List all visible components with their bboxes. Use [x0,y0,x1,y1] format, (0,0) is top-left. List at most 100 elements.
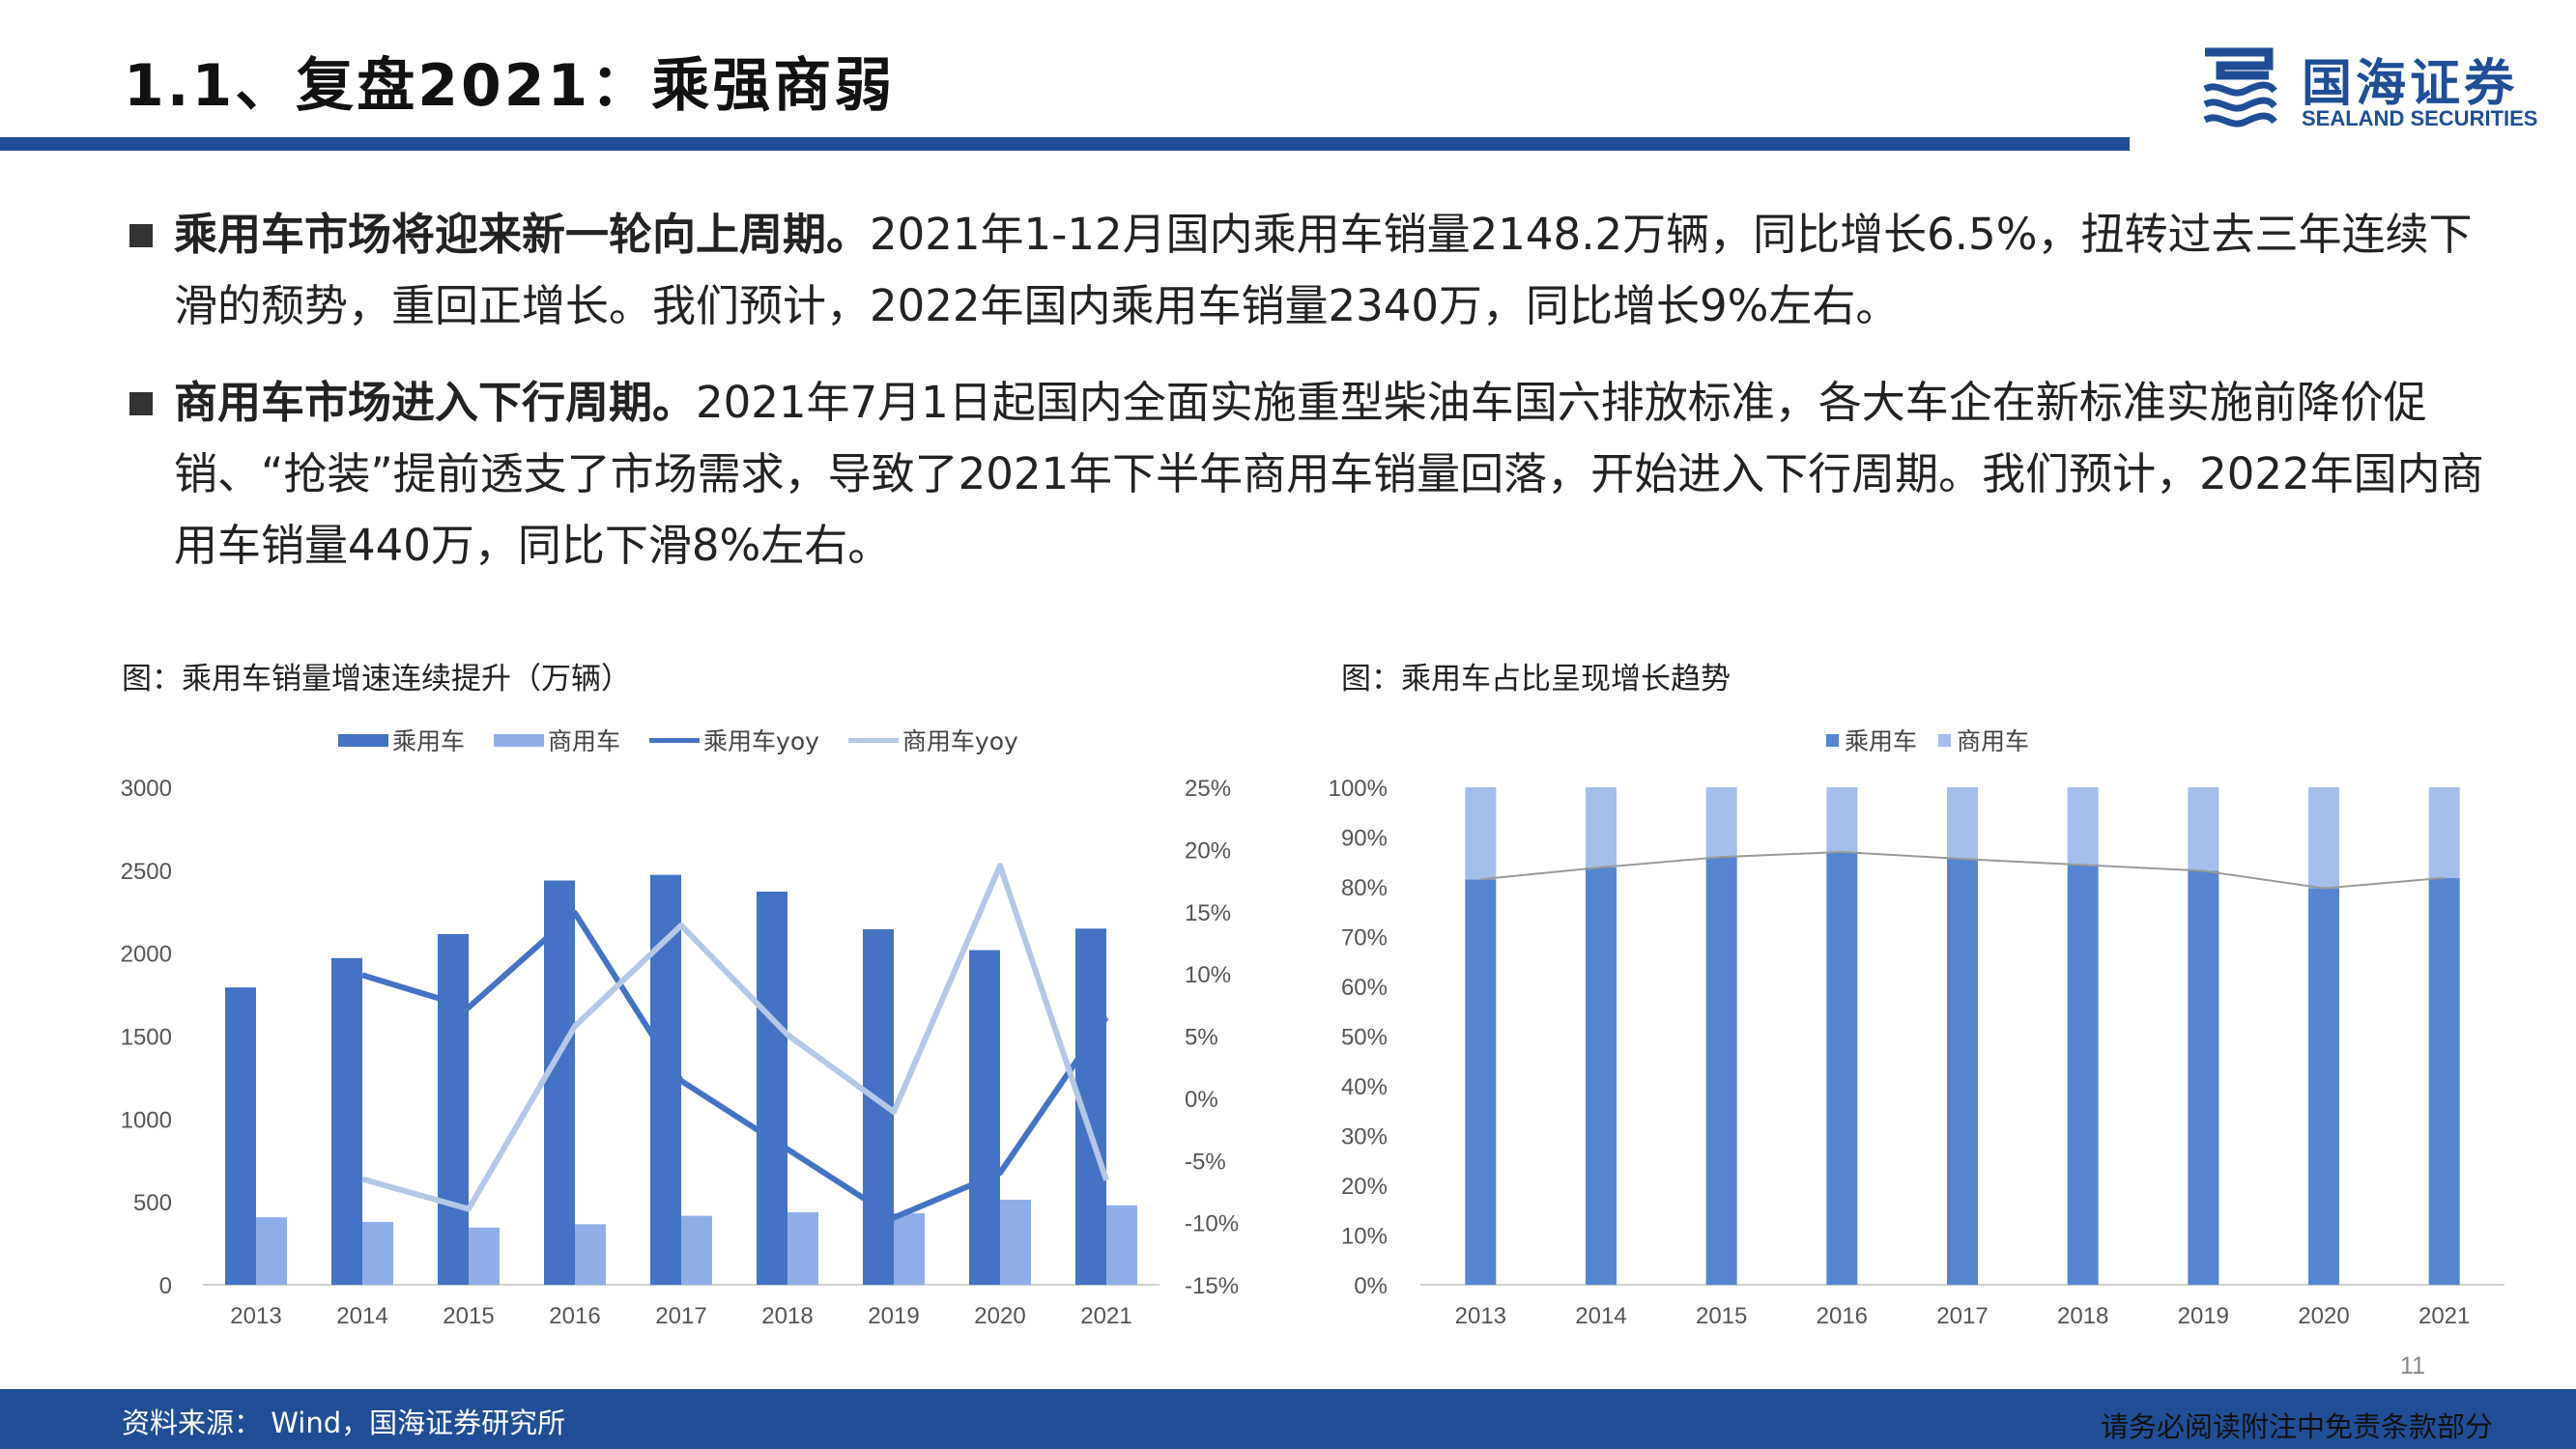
legend-item: 商用车 [494,723,620,757]
legend-item: 商用车yoy [847,723,1018,757]
y2-tick-label: 5% [1185,1025,1218,1051]
footer-bar: 资料来源： Wind，国海证券研究所 请务必阅读附注中免责条款部分 [0,1389,2576,1449]
bullet-square-icon [129,224,153,247]
x-tick-label: 2019 [868,1303,919,1329]
legend-swatch-icon [1938,733,1952,747]
x-tick-label: 2019 [2178,1303,2229,1329]
sealand-logo-icon [2203,47,2277,128]
right-chart-caption: 图：乘用车占比呈现增长趋势 [1341,662,1731,696]
bar-commercial [362,1221,393,1285]
y-tick-label: 50% [1341,1025,1388,1051]
x-tick-label: 2018 [761,1303,813,1329]
bar-commercial [894,1212,925,1285]
bar-passenger [438,933,469,1285]
legend-swatch-icon [338,733,388,747]
bar-commercial [575,1224,606,1285]
y-tick-label: 1500 [121,1025,172,1051]
x-tick-label: 2015 [1696,1303,1747,1329]
legend-label: 商用车yoy [902,727,1018,755]
x-tick-label: 2017 [1936,1303,1988,1329]
x-tick-label: 2016 [1817,1303,1868,1329]
bar-commercial-share [2428,787,2460,878]
legend-label: 乘用车 [392,727,466,755]
x-tick-label: 2017 [655,1303,706,1329]
company-logo: 国海证券 SEALAND SECURITIES [2201,43,2549,139]
line-commercial-yoy [361,863,1109,1212]
bar-commercial-share [1586,787,1617,867]
y2-tick-label: 20% [1185,838,1231,864]
legend-label: 乘用车 [1845,727,1918,755]
left-chart-legend: 乘用车 商用车 乘用车yoy 商用车yoy [338,723,1047,757]
y2-tick-label: 10% [1185,962,1231,988]
y2-tick-label: 0% [1185,1087,1218,1113]
bar-commercial [787,1211,818,1285]
disclaimer-note: 请务必阅读附注中免责条款部分 [2100,1410,2493,1443]
bar-passenger-share [1947,859,1978,1285]
line-passenger-yoy [361,910,1109,1221]
x-tick-label: 2021 [1080,1303,1131,1329]
bar-commercial-share [1947,787,1978,860]
x-tick-label: 2013 [1455,1303,1506,1329]
source-note: 资料来源： Wind，国海证券研究所 [122,1406,566,1439]
logo-english-name: SEALAND SECURITIES [2302,106,2538,130]
bar-passenger-share [1705,857,1737,1285]
bullet-heading: 商用车市场进入下行周期。 [174,377,697,428]
bar-passenger [544,880,575,1285]
bar-commercial-share [2067,787,2099,866]
title-underline-bar [0,137,2130,151]
y2-tick-label: -10% [1185,1211,1239,1237]
bar-commercial-share [1465,787,1497,880]
bar-passenger [331,957,362,1285]
y2-tick-label: -15% [1185,1273,1239,1299]
legend-label: 乘用车yoy [703,727,819,755]
y-tick-label: 1000 [121,1107,172,1133]
x-tick-label: 2013 [230,1303,281,1329]
bar-passenger-share [2428,877,2460,1285]
bar-commercial [681,1215,712,1285]
bullet-body: 2021年1-12月国内乘用车销量2148.2万辆，同比增长6.5%，扭转过去三… [174,209,2473,331]
y-tick-label: 500 [133,1190,172,1216]
bar-commercial-share [2188,787,2219,871]
left-chart-caption: 图：乘用车销量增速连续提升（万辆） [122,662,631,696]
right-chart-legend: 乘用车 商用车 [1826,723,2058,757]
x-tick-label: 2020 [974,1303,1025,1329]
legend-item: 商用车 [1938,723,2029,757]
y2-tick-label: 25% [1185,776,1231,802]
legend-line-icon [649,737,701,743]
bar-passenger-share [2308,888,2339,1285]
right-stacked-chart: 100% 90% 80% 70% 60% 50% 40% 30% 20% 10% 0% 2013 201… [1329,776,2504,1329]
x-tick-label: 2014 [336,1303,387,1329]
bar-commercial [1106,1205,1137,1285]
legend-label: 商用车 [548,727,621,755]
y-tick-label: 100% [1329,776,1388,802]
y-tick-label: 10% [1341,1224,1388,1250]
y-tick-label: 2000 [121,942,172,968]
bar-commercial-share [2308,787,2339,889]
y-tick-label: 90% [1341,826,1388,852]
x-tick-label: 2014 [1575,1303,1626,1329]
bar-commercial-share [1705,787,1737,858]
bar-passenger-share [1465,879,1497,1285]
bullet-body: 2021年7月1日起国内全面实施重型柴油车国六排放标准，各大车企在新标准实施前降… [174,377,2484,571]
y-tick-label: 2500 [121,859,172,885]
bar-passenger-share [2067,865,2099,1285]
page-number: 11 [2400,1352,2425,1379]
y-tick-label: 3000 [121,776,172,802]
bullet-commercial-vehicle: 商用车市场进入下行周期。2021年7月1日起国内全面实施重型柴油车国六排放标准，… [129,367,2506,582]
y-tick-label: 20% [1341,1174,1388,1200]
x-tick-label: 2020 [2298,1303,2349,1329]
bullet-passenger-car: 乘用车市场将迎来新一轮向上周期。2021年1-12月国内乘用车销量2148.2万… [129,199,2506,342]
bar-commercial [469,1227,500,1285]
y2-tick-label: -5% [1185,1149,1226,1175]
y-tick-label: 30% [1341,1124,1388,1151]
share-connector-line [1480,850,2445,890]
y-tick-label: 0 [159,1273,172,1299]
bar-passenger [225,987,256,1285]
bullet-heading: 乘用车市场将迎来新一轮向上周期。 [174,209,871,260]
legend-item: 乘用车 [338,723,465,757]
bar-passenger-share [1826,851,1858,1285]
legend-swatch-icon [1826,733,1839,747]
y-tick-label: 60% [1341,975,1388,1001]
x-tick-label: 2021 [2419,1303,2470,1329]
x-tick-label: 2015 [443,1303,494,1329]
